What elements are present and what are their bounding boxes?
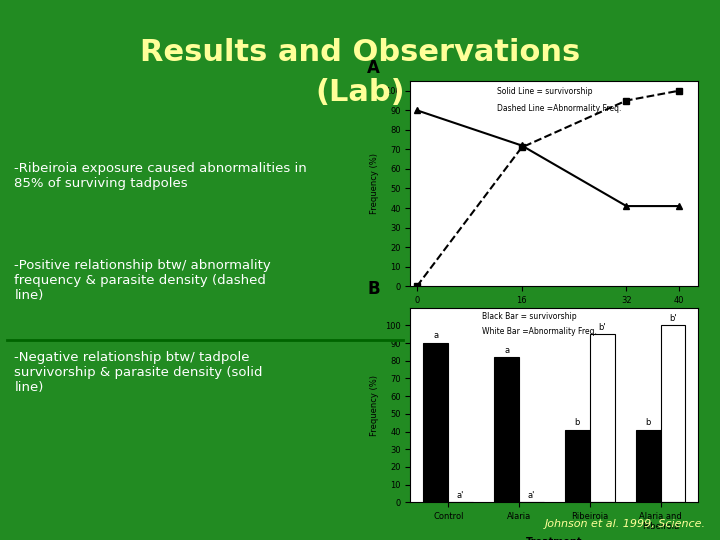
Text: a: a [433,332,438,341]
Text: b': b' [669,314,677,323]
X-axis label: Ribeiroia density (cercariae per tadpole): Ribeiroia density (cercariae per tadpole… [459,310,650,320]
Y-axis label: Frequency (%): Frequency (%) [370,153,379,214]
Y-axis label: Frequency (%): Frequency (%) [370,375,379,435]
Text: Solid Line = survivorship: Solid Line = survivorship [497,87,593,96]
Bar [423,343,449,502]
X-axis label: Treatment: Treatment [526,537,582,540]
Text: a': a' [457,490,464,500]
Text: -Ribeiroia exposure caused abnormalities in
85% of surviving tadpoles: -Ribeiroia exposure caused abnormalities… [14,162,307,190]
Text: Johnson et al. 1999, Science.: Johnson et al. 1999, Science. [544,519,706,529]
Bar [494,357,519,502]
Text: Black Bar = survivorship: Black Bar = survivorship [482,312,577,321]
Text: a': a' [528,490,535,500]
Text: White Bar =Abnormality Freq.: White Bar =Abnormality Freq. [482,327,598,336]
Text: Results and Observations: Results and Observations [140,38,580,67]
Bar [590,334,615,502]
Bar [565,430,590,502]
Text: -Negative relationship btw/ tadpole
survivorship & parasite density (solid
line): -Negative relationship btw/ tadpole surv… [14,351,263,394]
Text: a: a [504,346,509,355]
Text: -Positive relationship btw/ abnormality
frequency & parasite density (dashed
lin: -Positive relationship btw/ abnormality … [14,259,271,302]
Text: b: b [575,418,580,427]
Text: b': b' [598,323,606,332]
Bar [636,430,660,502]
Text: Dashed Line =Abnormality Freq.: Dashed Line =Abnormality Freq. [497,104,621,112]
Text: B: B [367,280,380,298]
Bar [660,326,685,502]
Text: A: A [367,59,380,77]
Text: (Lab): (Lab) [315,78,405,107]
Text: b: b [645,418,651,427]
